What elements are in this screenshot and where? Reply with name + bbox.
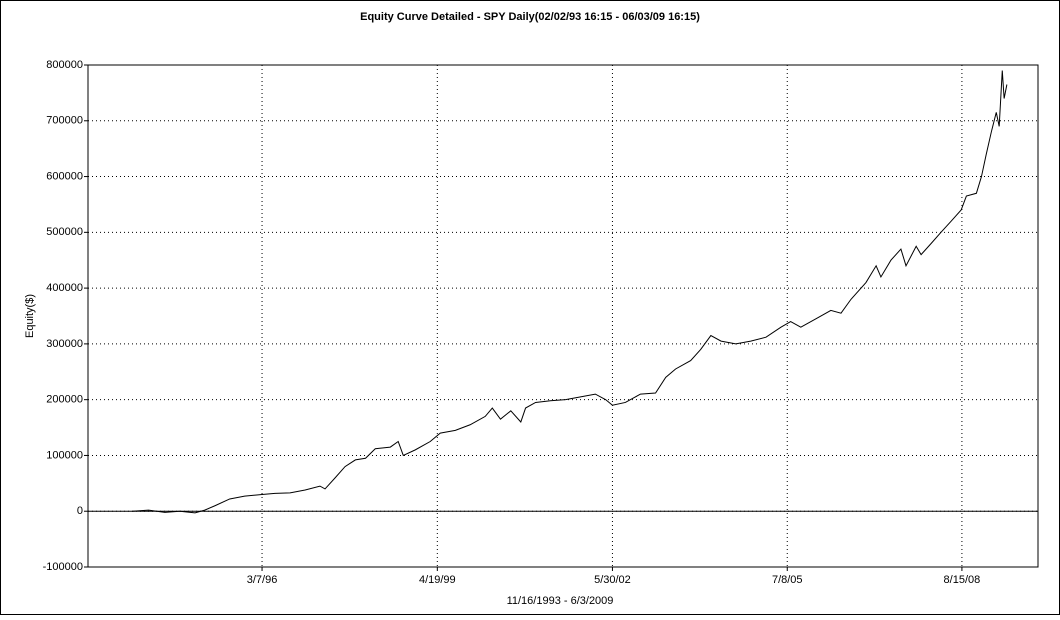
y-tick-label: 100000 xyxy=(46,449,83,461)
y-tick-label: 400000 xyxy=(46,282,83,294)
y-tick-label: 700000 xyxy=(46,115,83,127)
y-tick-label: -100000 xyxy=(43,561,83,573)
y-tick-label: 800000 xyxy=(46,59,83,71)
y-axis-label: Equity($) xyxy=(24,294,36,338)
x-tick-label: 3/7/96 xyxy=(247,574,278,586)
plot-area xyxy=(87,64,1039,568)
y-tick-label: 300000 xyxy=(46,338,83,350)
x-tick-label: 8/15/08 xyxy=(944,574,981,586)
y-tick-label: 200000 xyxy=(46,394,83,406)
y-tick-label: 600000 xyxy=(46,170,83,182)
y-tick-label: 500000 xyxy=(46,226,83,238)
equity-line xyxy=(132,70,1008,514)
y-tick-label: 0 xyxy=(77,505,83,517)
x-axis-label: 11/16/1993 - 6/3/2009 xyxy=(507,595,614,607)
x-tick-label: 4/19/99 xyxy=(419,574,456,586)
x-tick-label: 7/8/05 xyxy=(772,574,803,586)
chart-title: Equity Curve Detailed - SPY Daily(02/02/… xyxy=(360,11,700,23)
x-tick-label: 5/30/02 xyxy=(594,574,631,586)
